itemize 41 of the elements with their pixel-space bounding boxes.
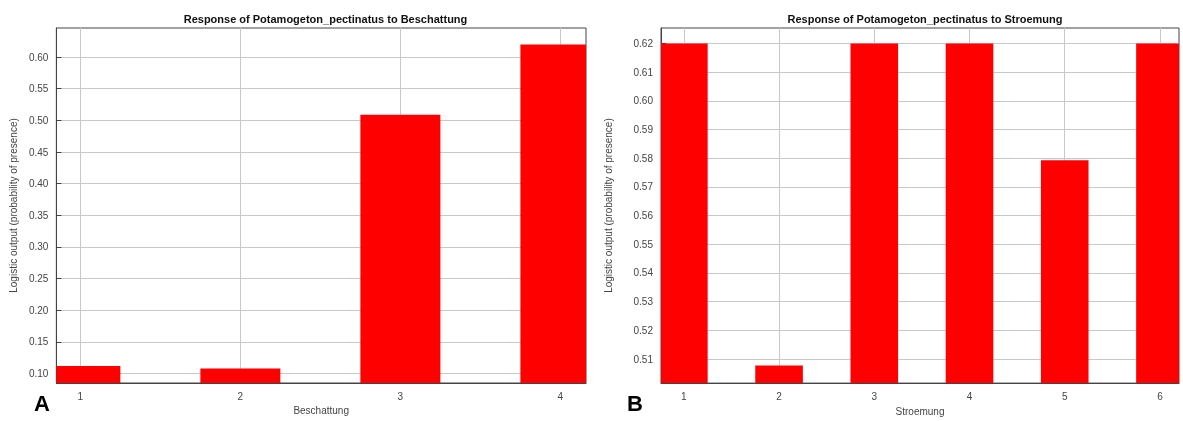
x-tick-label: 1 <box>681 390 688 402</box>
y-tick-label: 0.20 <box>28 304 49 316</box>
x-tick-label: 5 <box>1061 390 1068 402</box>
x-tick-label: 4 <box>966 390 973 402</box>
y-tick-label: 0.55 <box>28 83 49 95</box>
y-tick-label: 0.30 <box>28 241 49 253</box>
x-tick-label: 4 <box>557 390 564 402</box>
y-tick-label: 0.52 <box>633 324 654 336</box>
y-tick-label: 0.10 <box>28 368 49 380</box>
y-tick-label: 0.35 <box>28 209 49 221</box>
y-tick-label: 0.55 <box>633 238 654 250</box>
x-tick-label: 6 <box>1157 390 1164 402</box>
text: A <box>34 390 50 416</box>
y-tick-label: 0.62 <box>633 37 654 49</box>
x-tick-label: 1 <box>77 390 84 402</box>
y-tick-label: 0.53 <box>633 296 654 308</box>
y-axis-title: Logistic output (probability of presence) <box>7 118 19 293</box>
x-tick-label: 2 <box>237 390 244 402</box>
y-tick-label: 0.57 <box>633 181 654 193</box>
x-tick-label: 2 <box>776 390 783 402</box>
y-tick-label: 0.25 <box>28 273 49 285</box>
y-tick-label: 0.50 <box>28 114 49 126</box>
chart-title: Response of Potamogeton_pectinatus to Stroemung <box>787 12 1063 25</box>
chart-title: Response of Potamogeton_pectinatus to Beschattung <box>183 12 468 25</box>
y-tick-label: 0.60 <box>633 95 654 107</box>
y-tick-label: 0.56 <box>633 210 654 222</box>
x-axis-title: Stroemung <box>895 405 945 417</box>
y-tick-label: 0.40 <box>28 178 49 190</box>
y-axis-title: Logistic output (probability of presence) <box>602 118 614 293</box>
x-tick-label: 3 <box>871 390 878 402</box>
y-tick-label: 0.15 <box>28 336 49 348</box>
y-tick-label: 0.59 <box>633 124 654 136</box>
y-tick-label: 0.58 <box>633 152 654 164</box>
text: B <box>627 390 643 416</box>
x-axis-title: Beschattung <box>293 405 349 417</box>
y-tick-label: 0.54 <box>633 267 654 279</box>
y-tick-label: 0.60 <box>28 51 49 63</box>
x-tick-label: 3 <box>397 390 404 402</box>
y-tick-label: 0.51 <box>633 353 654 365</box>
y-tick-label: 0.61 <box>633 66 654 78</box>
y-tick-label: 0.45 <box>28 146 49 158</box>
